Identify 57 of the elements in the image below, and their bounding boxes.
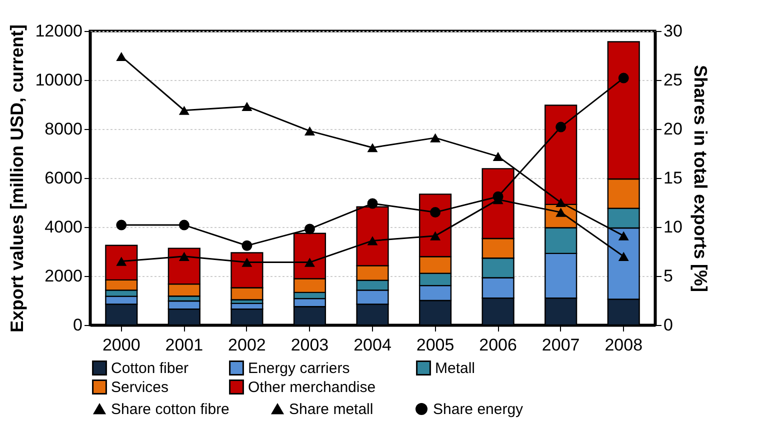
point xyxy=(492,191,504,202)
legend-label: Energy carriers xyxy=(248,360,350,377)
legend-label: Share cotton fibre xyxy=(111,401,230,418)
y2-tick-label: 5 xyxy=(664,266,673,286)
y-tick-label: 0 xyxy=(73,316,82,334)
point xyxy=(618,72,629,84)
x-tick-label: 2008 xyxy=(604,336,643,354)
point xyxy=(556,122,566,132)
point xyxy=(430,207,441,218)
legend-label: Share metall xyxy=(289,401,374,418)
point xyxy=(367,198,378,209)
point xyxy=(242,258,252,267)
y2-tick-label: 20 xyxy=(664,120,682,138)
y2-tick-label: 0 xyxy=(664,316,673,334)
y-tick-label: 2000 xyxy=(44,266,82,286)
point xyxy=(618,231,629,240)
point xyxy=(492,152,504,161)
legend-label: Other merchandise xyxy=(248,379,376,396)
legend-label: Services xyxy=(111,379,169,396)
point xyxy=(178,252,190,261)
y-tick-label: 10000 xyxy=(35,70,82,90)
x-tick-label: 2006 xyxy=(479,336,517,354)
point xyxy=(178,220,190,230)
x-tick-label: 2005 xyxy=(416,336,454,354)
y-tick-label: 4000 xyxy=(44,218,82,236)
y-tick-label: 6000 xyxy=(44,168,82,188)
point xyxy=(430,133,441,142)
x-tick-label: 2007 xyxy=(542,336,580,354)
y2-tick-label: 30 xyxy=(664,22,682,40)
x-tick-label: 2003 xyxy=(290,336,329,354)
y2-tick-label: 25 xyxy=(664,70,682,90)
y-tick-label: 8000 xyxy=(44,120,82,138)
legend-label: Cotton fiber xyxy=(111,360,189,377)
y2-axis-title: Shares in total exports [%] xyxy=(690,64,710,292)
legend-label: Share energy xyxy=(433,401,524,418)
point xyxy=(116,52,127,62)
y-axis-title: Export values [million USD, current] xyxy=(7,24,28,333)
point xyxy=(178,106,190,115)
point xyxy=(367,236,378,246)
y2-tick-label: 15 xyxy=(664,168,682,188)
x-tick-label: 2004 xyxy=(354,336,392,354)
point xyxy=(304,258,315,267)
point xyxy=(116,220,127,230)
x-tick-label: 2000 xyxy=(102,336,140,354)
point xyxy=(304,224,315,234)
x-tick-label: 2002 xyxy=(228,336,266,354)
point xyxy=(242,240,252,251)
x-tick-label: 2001 xyxy=(165,336,204,354)
point xyxy=(304,126,315,136)
y2-tick-label: 10 xyxy=(664,218,682,236)
point xyxy=(618,252,629,261)
y-tick-label: 12000 xyxy=(35,22,82,40)
legend-label: Metall xyxy=(435,360,476,377)
point xyxy=(556,198,566,208)
point xyxy=(367,143,378,152)
point xyxy=(430,231,441,240)
point xyxy=(242,102,252,111)
